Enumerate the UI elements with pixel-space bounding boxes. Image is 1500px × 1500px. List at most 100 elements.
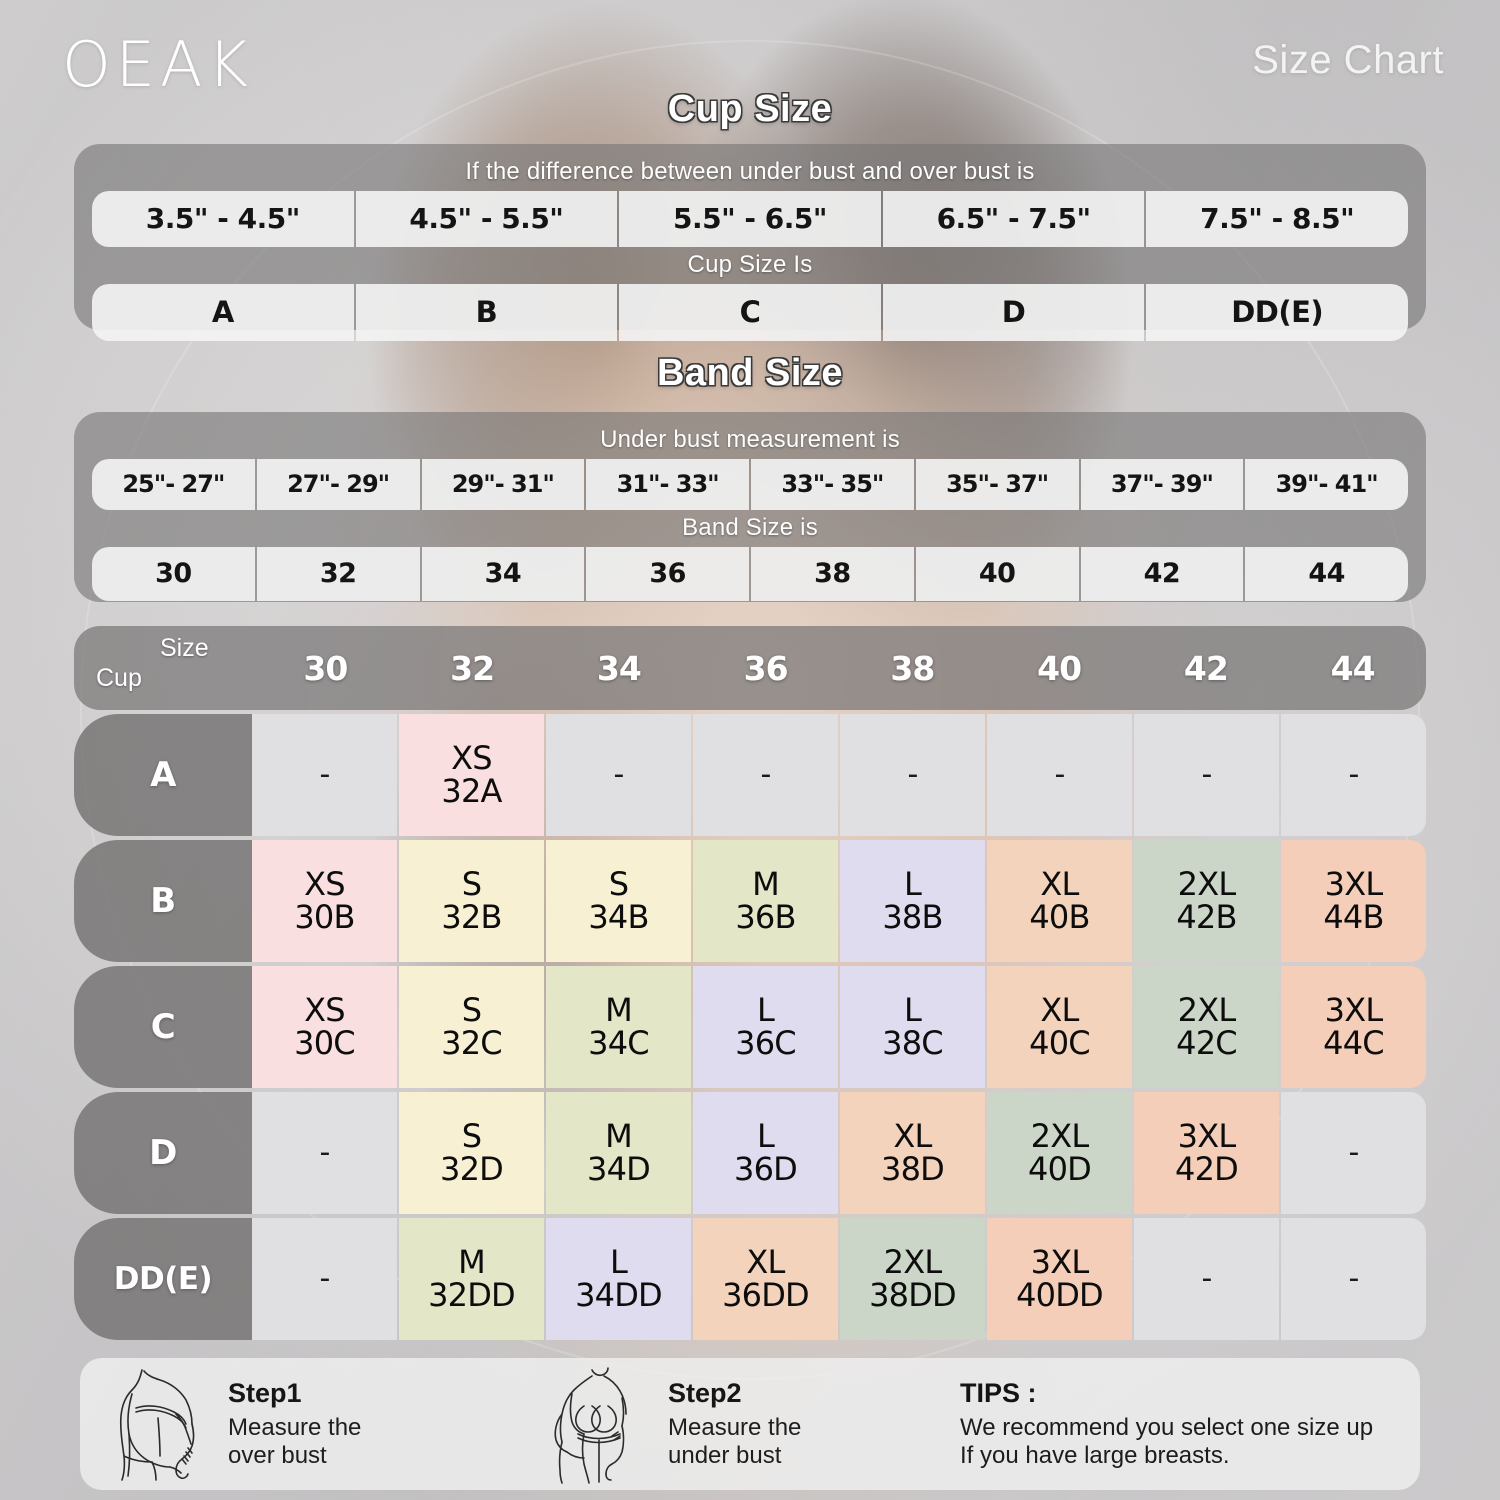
corner-label-cup: Cup: [96, 664, 142, 692]
matrix-cell-empty-30DD(E): -: [252, 1218, 397, 1340]
matrix-cell-empty-30D: -: [252, 1092, 397, 1214]
matrix-cup-label-DD(E): DD(E): [74, 1218, 252, 1340]
cup-range-cell-3: 6.5" - 7.5": [882, 191, 1145, 247]
matrix-band-header-30: 30: [303, 648, 348, 688]
matrix-row-B: B XS 30B S 32B S 34B M 36B L 38B XL 40B 2XL 42B 3XL 44B: [74, 840, 1426, 962]
matrix-cell-30B: XS 30B: [252, 840, 397, 962]
matrix-cell-44C: 3XL 44C: [1281, 966, 1426, 1088]
matrix-cell-36DD: XL 36DD: [693, 1218, 838, 1340]
matrix-cell-38B: L 38B: [840, 840, 985, 962]
cell-letter-size: L: [609, 1242, 628, 1281]
band-range-cell-4: 33"- 35": [751, 459, 914, 510]
matrix-body: A - XS 32A - - - - - - B XS 30B S 32B S 34B M 36B L 38B XL 40B…: [74, 714, 1426, 1340]
band-range-cell-3: 31"- 33": [586, 459, 749, 510]
matrix-row-cells: - S 32D M 34D L 36D XL 38D 2XL 40D 3XL 42D -: [252, 1092, 1426, 1214]
matrix-cup-label-A: A: [74, 714, 252, 836]
cup-range-label: If the difference between under bust and…: [465, 158, 1035, 185]
step2-block: Step2 Measure the under bust: [542, 1364, 942, 1484]
matrix-cell-40C: XL 40C: [987, 966, 1132, 1088]
cell-letter-size: XS: [304, 864, 345, 903]
matrix-cup-label-C: C: [74, 966, 252, 1088]
band-size-heading: Band Size: [656, 352, 844, 394]
cup-value-label: Cup Size Is: [687, 251, 813, 278]
front-torso-measure-under-bust-icon: [542, 1364, 654, 1484]
cell-bra-code: 34C: [588, 1024, 649, 1062]
matrix-cell-32D: S 32D: [399, 1092, 544, 1214]
cell-letter-size: S: [608, 864, 629, 903]
matrix-row-D: D - S 32D M 34D L 36D XL 38D 2XL 40D 3XL 42D -: [74, 1092, 1426, 1214]
matrix-cell-empty-44DD(E): -: [1281, 1218, 1426, 1340]
brand-logo: OEAK: [62, 28, 254, 101]
matrix-cell-40D: 2XL 40D: [987, 1092, 1132, 1214]
cell-letter-size: L: [903, 864, 922, 903]
footer-bar: Step1 Measure the over bust: [80, 1358, 1420, 1490]
cup-value-cell-0: A: [92, 284, 354, 341]
matrix-cell-34D: M 34D: [546, 1092, 691, 1214]
cell-letter-size: 3XL: [1030, 1242, 1090, 1281]
tips-block: TIPS : We recommend you select one size …: [960, 1378, 1373, 1471]
cell-bra-code: 36DD: [722, 1276, 810, 1314]
cell-bra-code: 32C: [441, 1024, 502, 1062]
matrix-row-C: C XS 30C S 32C M 34C L 36C L 38C XL 40C 2XL 42C 3XL 44C: [74, 966, 1426, 1088]
band-range-cell-2: 29"- 31": [421, 459, 585, 510]
matrix-cell-empty-30A: -: [252, 714, 397, 836]
band-value-cell-6: 42: [1080, 547, 1244, 601]
matrix-cell-40DD: 3XL 40DD: [987, 1218, 1132, 1340]
matrix-cell-36C: L 36C: [693, 966, 838, 1088]
matrix-row-cells: XS 30B S 32B S 34B M 36B L 38B XL 40B 2XL 42B 3XL 44B: [252, 840, 1426, 962]
cell-letter-size: XL: [746, 1242, 785, 1281]
band-value-row: 30 32 34 36 38 40 42 44: [92, 547, 1408, 601]
band-value-cell-5: 40: [915, 547, 1079, 601]
matrix-cell-30C: XS 30C: [252, 966, 397, 1088]
matrix-row-A: A - XS 32A - - - - - -: [74, 714, 1426, 836]
cell-bra-code: 32D: [440, 1150, 504, 1188]
cup-range-cell-2: 5.5" - 6.5": [619, 191, 881, 247]
corner-label-size: Size: [160, 634, 209, 662]
band-value-cell-7: 44: [1245, 547, 1408, 601]
cell-letter-size: XL: [893, 1116, 932, 1155]
matrix-cell-empty-38A: -: [840, 714, 985, 836]
matrix-cell-empty-40A: -: [987, 714, 1132, 836]
cell-bra-code: 42C: [1176, 1024, 1237, 1062]
matrix-band-header-44: 44: [1330, 648, 1376, 688]
cup-range-cell-0: 3.5" - 4.5": [92, 191, 354, 247]
cell-bra-code: 30B: [294, 898, 355, 936]
cell-letter-size: S: [461, 1116, 482, 1155]
matrix-cell-34DD: L 34DD: [546, 1218, 691, 1340]
band-size-panel: Under bust measurement is 25"- 27" 27"- 2…: [74, 412, 1426, 602]
cell-bra-code: 42B: [1176, 898, 1237, 936]
band-range-cell-6: 37"- 39": [1080, 459, 1244, 510]
matrix-cell-32B: S 32B: [399, 840, 544, 962]
cell-letter-size: M: [458, 1242, 486, 1281]
matrix-cell-empty-36A: -: [693, 714, 838, 836]
cell-letter-size: 3XL: [1177, 1116, 1237, 1155]
cell-bra-code: 44B: [1323, 898, 1384, 936]
cup-size-heading: Cup Size: [667, 88, 833, 130]
matrix-band-header-36: 36: [743, 648, 789, 688]
step1-title: Step1: [228, 1378, 302, 1409]
cell-bra-code: 38C: [882, 1024, 943, 1062]
cell-bra-code: 40C: [1029, 1024, 1090, 1062]
cell-bra-code: 30C: [294, 1024, 355, 1062]
band-range-row: 25"- 27" 27"- 29" 29"- 31" 31"- 33" 33"- 35"…: [92, 459, 1408, 510]
matrix-cell-32A: XS 32A: [399, 714, 544, 836]
cell-bra-code: 34B: [588, 898, 649, 936]
matrix-cell-empty-44A: -: [1281, 714, 1426, 836]
cell-bra-code: 38B: [882, 898, 943, 936]
cell-letter-size: L: [756, 1116, 775, 1155]
cell-letter-size: S: [461, 990, 482, 1029]
matrix-cell-empty-42DD(E): -: [1134, 1218, 1279, 1340]
cell-letter-size: XS: [304, 990, 345, 1029]
cell-letter-size: M: [605, 1116, 633, 1155]
cell-bra-code: 38D: [881, 1150, 945, 1188]
matrix-cell-42B: 2XL 42B: [1134, 840, 1279, 962]
cup-size-panel: If the difference between under bust and…: [74, 144, 1426, 341]
cell-letter-size: XS: [451, 738, 492, 777]
step2-desc: Measure the under bust: [668, 1414, 802, 1469]
matrix-row-DD(E): DD(E) - M 32DD L 34DD XL 36DD 2XL 38DD 3XL 40DD - -: [74, 1218, 1426, 1340]
cell-letter-size: S: [461, 864, 482, 903]
matrix-band-header-40: 40: [1037, 648, 1082, 688]
cup-range-cell-4: 7.5" - 8.5": [1146, 191, 1408, 247]
band-range-label: Under bust measurement is: [600, 426, 900, 453]
step1-desc: Measure the over bust: [228, 1414, 362, 1469]
